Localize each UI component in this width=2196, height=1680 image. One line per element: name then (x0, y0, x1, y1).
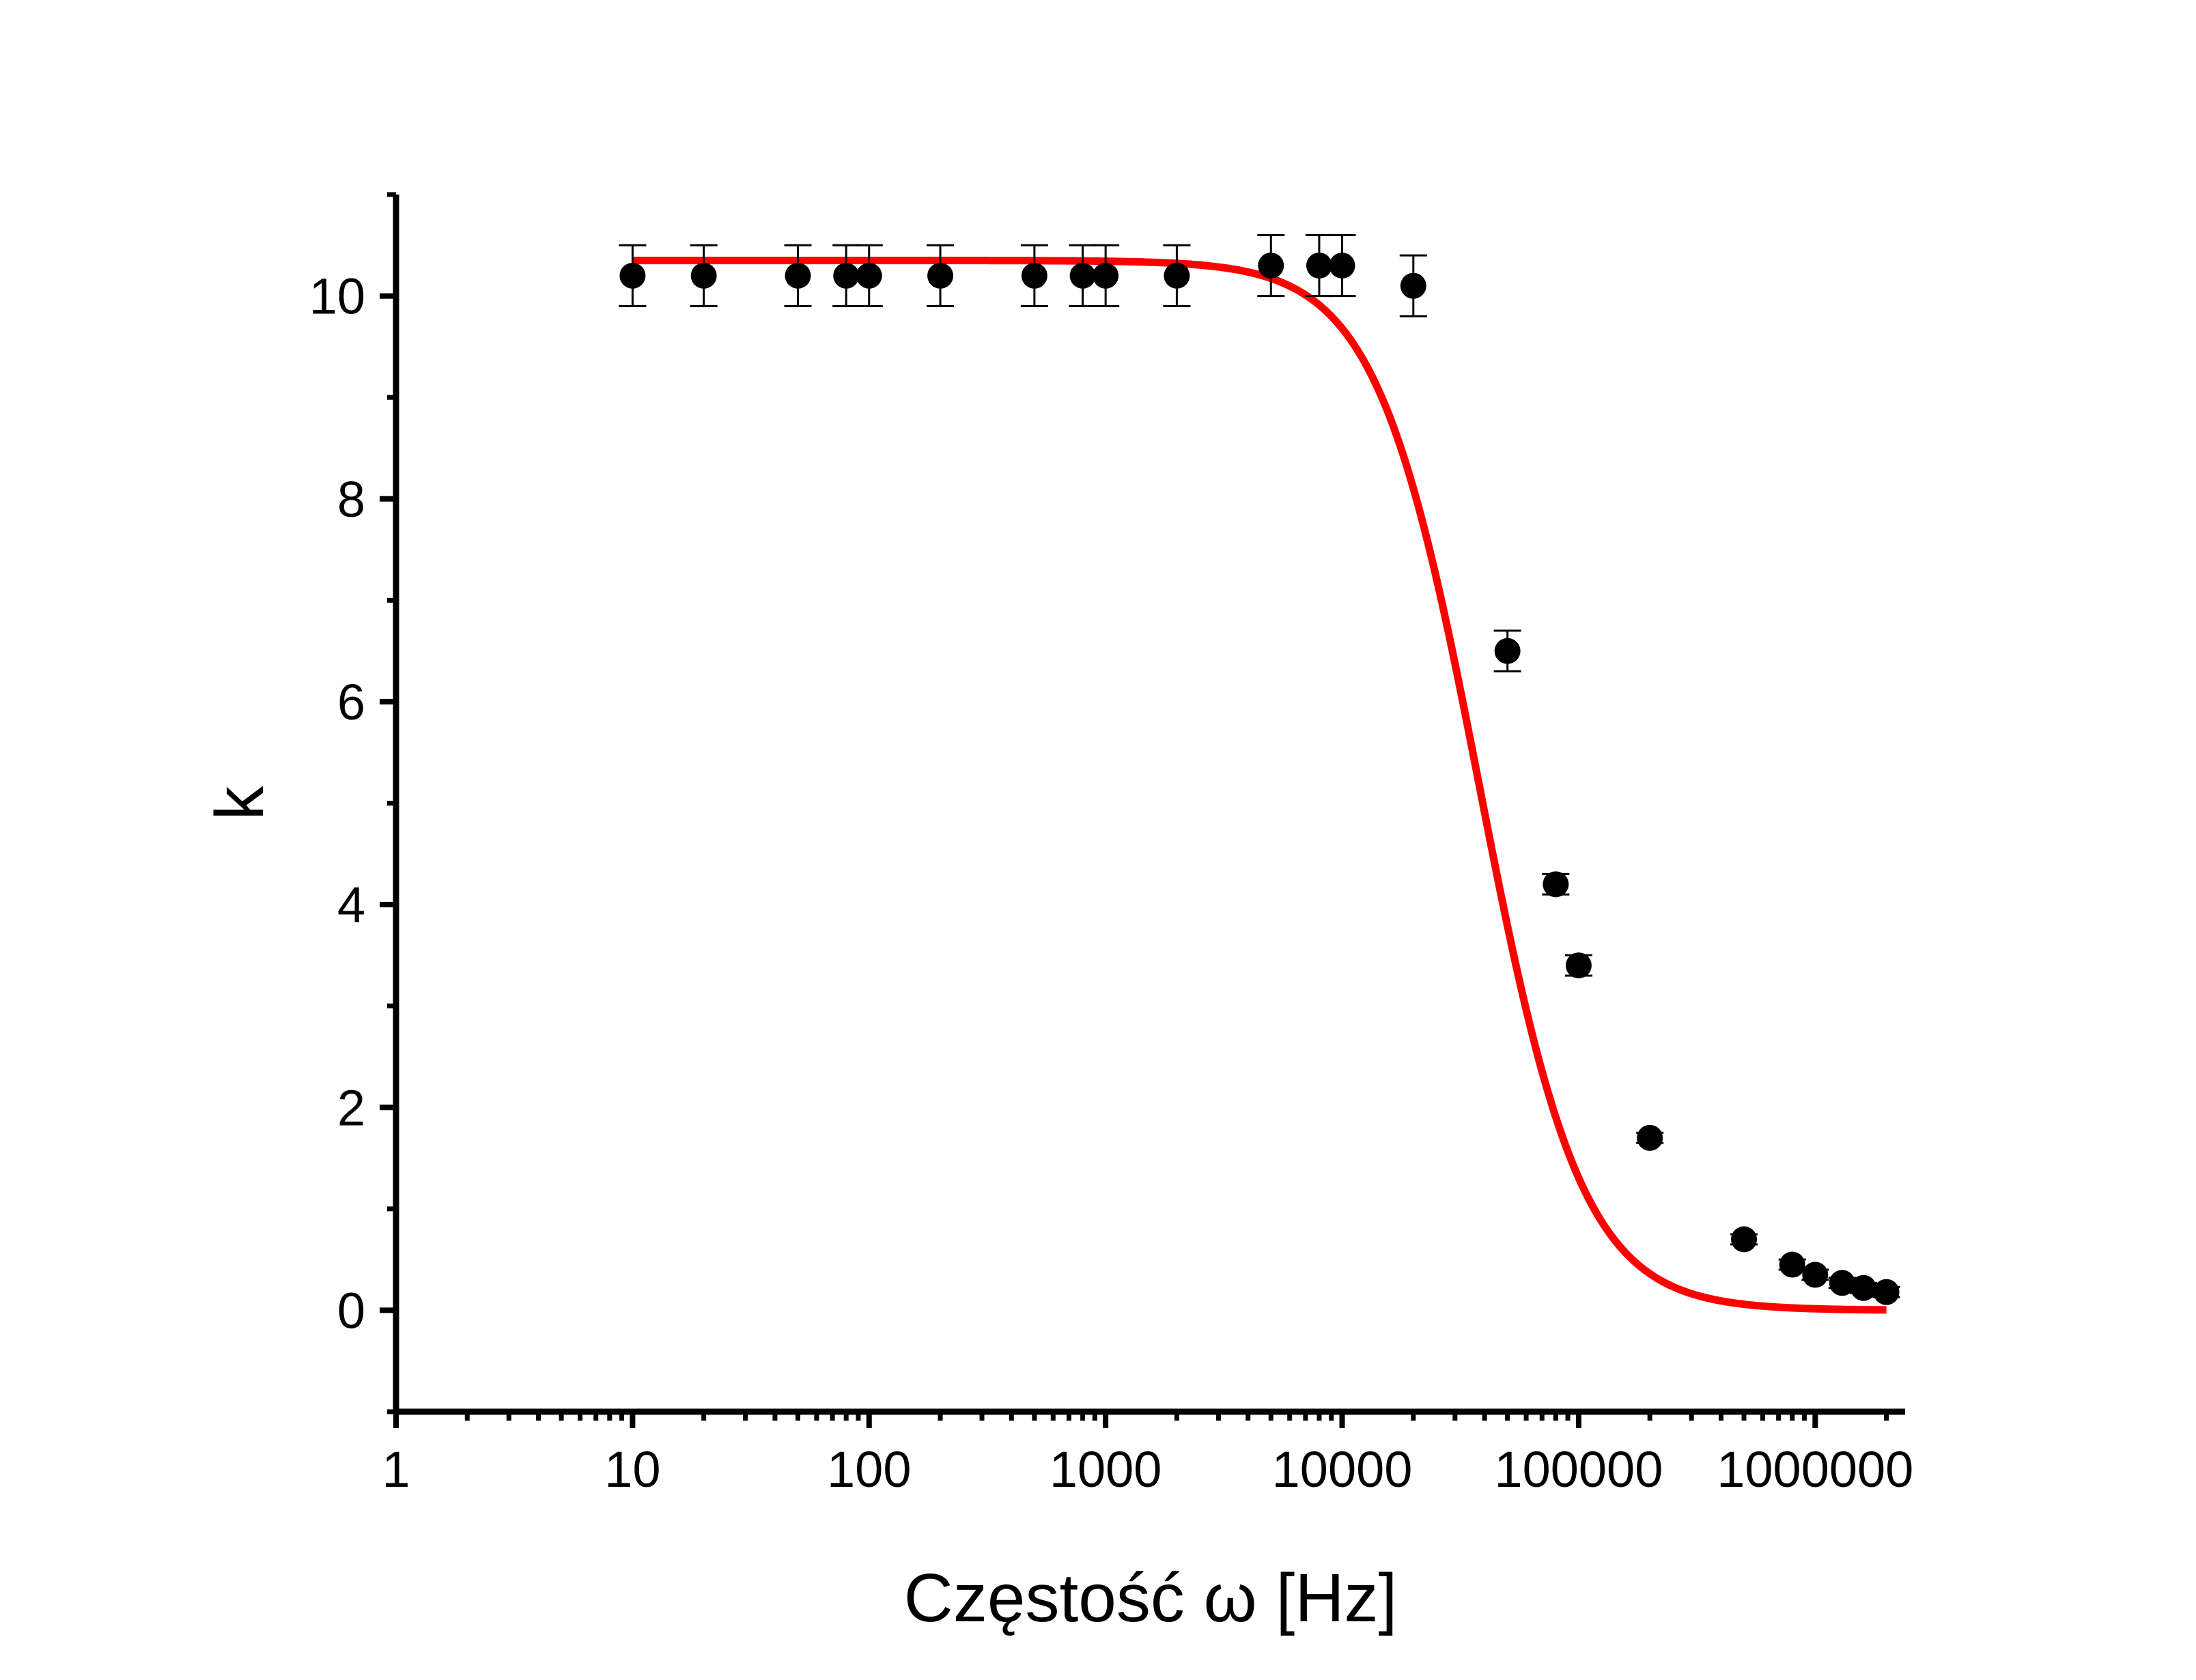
data-marker (1850, 1275, 1877, 1301)
data-point (1730, 1226, 1758, 1253)
data-point (1305, 233, 1333, 298)
x-tick-label: 100000 (1494, 1441, 1663, 1498)
data-point (1020, 244, 1048, 307)
data-marker (1829, 1270, 1855, 1296)
data-marker (856, 262, 882, 289)
data-marker (785, 262, 811, 289)
axes: 1 10 100 1000 10000 100000 1000000 0 2 4 6 8 10 (309, 192, 1913, 1498)
data-marker (1258, 253, 1284, 279)
data-point (1778, 1251, 1806, 1278)
data-marker (619, 262, 646, 289)
y-axis-title: k (201, 786, 278, 821)
data-point (927, 244, 955, 307)
x-axis-title: Częstość ω [Hz] (904, 1560, 1398, 1636)
data-marker (1731, 1226, 1758, 1253)
data-marker (1021, 262, 1047, 289)
data-marker (1637, 1124, 1663, 1151)
data-marker (1093, 262, 1119, 289)
data-marker (1779, 1251, 1805, 1278)
y-tick-label: 4 (337, 877, 365, 933)
data-marker (1329, 253, 1355, 279)
x-ticks: 1 10 100 1000 10000 100000 1000000 (382, 1412, 1913, 1498)
data-marker (833, 262, 860, 289)
data-marker (927, 262, 954, 289)
y-tick-label: 6 (337, 674, 365, 730)
fit-curve (632, 257, 1887, 1314)
y-tick-label: 8 (337, 471, 365, 528)
x-tick-label: 100 (827, 1441, 911, 1498)
data-point (1493, 629, 1521, 672)
y-tick-label: 2 (337, 1079, 365, 1136)
x-tick-label: 10 (604, 1441, 660, 1498)
data-marker (1069, 262, 1096, 289)
data-point (1542, 871, 1570, 898)
data-marker (1400, 272, 1426, 299)
data-point (1092, 244, 1120, 307)
data-point (1850, 1275, 1878, 1301)
data-point (1328, 233, 1356, 298)
data-point (619, 244, 647, 307)
x-tick-label: 1000000 (1717, 1441, 1913, 1498)
data-point (1163, 244, 1191, 307)
data-marker (1494, 638, 1521, 664)
x-tick-label: 10000 (1272, 1441, 1413, 1498)
y-ticks: 0 2 4 6 8 10 (309, 192, 396, 1414)
data-marker (1873, 1279, 1900, 1305)
data-point (1399, 254, 1427, 317)
y-tick-label: 0 (337, 1282, 365, 1339)
data-point (1801, 1262, 1829, 1288)
data-point (690, 244, 718, 307)
fit-curve-layer (632, 257, 1887, 1314)
data-point (832, 244, 860, 307)
y-tick-label: 10 (309, 268, 365, 325)
data-point (1636, 1124, 1664, 1151)
x-tick-label: 1 (382, 1441, 410, 1498)
data-point (855, 244, 883, 307)
data-point (1257, 233, 1285, 298)
data-marker (690, 262, 717, 289)
data-point (784, 244, 812, 307)
data-point (1828, 1270, 1856, 1296)
data-points-layer (619, 233, 1900, 1305)
data-marker (1565, 952, 1592, 979)
data-marker (1306, 253, 1332, 279)
x-tick-label: 1000 (1050, 1441, 1162, 1498)
data-point (1872, 1279, 1900, 1305)
data-marker (1164, 262, 1190, 289)
data-marker (1802, 1262, 1829, 1288)
data-point (1564, 952, 1592, 979)
data-marker (1543, 871, 1569, 898)
data-point (1069, 244, 1097, 307)
